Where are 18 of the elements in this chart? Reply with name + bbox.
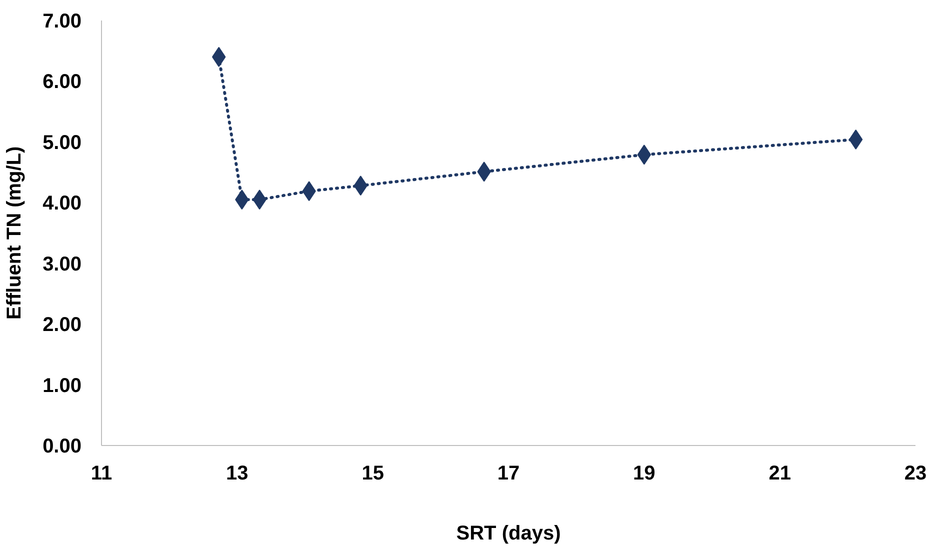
point — [848, 130, 863, 150]
y-axis-title: Effluent TN (mg/L) — [4, 146, 26, 320]
y-tick-label: 3.00 — [42, 253, 82, 276]
y-tick-label: 5.00 — [42, 132, 82, 154]
x-tick-label: 13 — [226, 462, 248, 484]
y-tick-label: 6.00 — [42, 71, 82, 94]
x-tick-label: 23 — [904, 462, 927, 484]
y-tick-label: 4.00 — [42, 192, 82, 215]
x-tick-label: 11 — [90, 462, 112, 484]
y-tick-label: 0.00 — [42, 436, 82, 458]
x-tick-label: 17 — [497, 462, 520, 484]
y-tick-label: 2.00 — [42, 314, 82, 336]
y-tick-label: 7.00 — [42, 10, 82, 32]
y-tick-label: 1.00 — [42, 374, 82, 397]
x-tick-label: 19 — [633, 462, 656, 484]
x-axis-title: SRT (days) — [456, 522, 561, 544]
x-tick-label: 15 — [362, 462, 384, 484]
x-tick-label: 21 — [768, 462, 791, 484]
